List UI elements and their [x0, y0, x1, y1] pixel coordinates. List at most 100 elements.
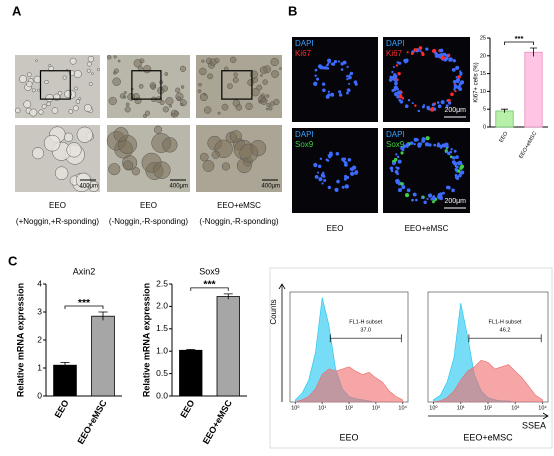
significance-bracket	[504, 41, 534, 45]
y-tick-label: 0	[483, 124, 486, 130]
nucleus	[343, 177, 347, 181]
nucleus	[333, 60, 338, 64]
chart-title: Axin2	[73, 266, 96, 276]
nucleus	[437, 104, 442, 109]
organoid	[199, 67, 207, 76]
organoid	[169, 104, 172, 108]
organoid	[44, 79, 49, 85]
nucleus	[392, 65, 395, 69]
bar	[91, 315, 115, 397]
organoid	[108, 96, 117, 106]
x-tick-label: 10⁰	[429, 404, 438, 411]
nucleus	[460, 164, 465, 169]
nucleus	[426, 197, 429, 201]
nucleus	[440, 55, 446, 60]
zoom-box	[221, 70, 253, 100]
nucleus	[431, 196, 436, 201]
gate-label: FL1-H subset	[489, 320, 522, 326]
nucleus	[443, 143, 448, 148]
chart-title: Sox9	[199, 266, 220, 276]
nucleus	[455, 77, 461, 83]
nucleus	[413, 48, 418, 52]
organoid	[197, 89, 202, 93]
nucleus	[415, 198, 418, 202]
nucleus	[323, 179, 327, 182]
nucleus	[328, 61, 331, 64]
nucleus	[346, 78, 349, 81]
error-bar	[223, 293, 233, 300]
organoid	[279, 67, 282, 70]
organoid	[113, 55, 117, 59]
organoid	[86, 61, 92, 67]
organoid	[112, 77, 121, 86]
organoid	[37, 88, 41, 92]
organoid	[132, 93, 140, 101]
nucleus	[398, 94, 403, 99]
y-axis-label: Ki67+ cells (%)	[474, 62, 480, 102]
stain-label: Ki67	[386, 49, 403, 58]
bar	[53, 364, 77, 397]
organoid	[35, 59, 38, 62]
organoid	[204, 106, 212, 114]
nucleus	[391, 70, 394, 74]
scale-label: 200μm	[444, 198, 466, 205]
gate	[468, 334, 542, 343]
nucleus	[407, 99, 411, 102]
nucleus	[396, 166, 400, 170]
nucleus	[411, 102, 414, 105]
nucleus	[446, 151, 450, 155]
column-label: EEO	[49, 201, 66, 210]
nucleus	[430, 107, 435, 112]
organoid	[207, 73, 214, 80]
significance-bracket	[64, 305, 104, 309]
organoid	[221, 162, 231, 171]
stain-label: DAPI	[295, 39, 314, 48]
nucleus	[459, 73, 463, 76]
nucleus	[407, 189, 410, 193]
nucleus	[348, 75, 352, 80]
nucleus	[392, 161, 396, 166]
nucleus	[316, 77, 320, 81]
nucleus	[423, 200, 427, 205]
nucleus	[439, 48, 444, 53]
nucleus	[451, 68, 456, 72]
nucleus	[453, 88, 456, 91]
gate-value: 37.0	[360, 328, 371, 334]
organoid	[249, 70, 259, 79]
organoid	[245, 102, 253, 111]
nucleus	[437, 143, 441, 147]
organoid	[199, 152, 209, 162]
organoid	[180, 103, 184, 107]
nucleus	[318, 177, 323, 182]
x-tick-label: 10¹	[457, 405, 465, 411]
scale-label: 200μm	[444, 107, 466, 114]
organoid	[131, 167, 140, 176]
organoid	[143, 65, 152, 74]
nucleus	[418, 46, 423, 50]
y-tick-label: 5	[483, 107, 486, 113]
nucleus	[406, 51, 409, 54]
nucleus	[428, 143, 432, 147]
nucleus	[448, 59, 451, 62]
axis-arrow	[278, 283, 286, 402]
organoid	[164, 72, 169, 76]
nucleus	[449, 150, 453, 154]
nucleus	[455, 65, 460, 70]
gate-value: 46.2	[500, 328, 511, 334]
y-tick-label: 2.0	[156, 301, 168, 311]
nucleus	[436, 101, 440, 104]
nucleus	[421, 105, 425, 109]
nucleus	[354, 82, 358, 86]
nucleus	[329, 153, 333, 157]
organoid	[74, 86, 79, 91]
organoid	[162, 106, 169, 113]
nucleus	[457, 75, 461, 79]
x-tick-label: 10²	[345, 405, 353, 411]
organoid	[122, 95, 127, 99]
nucleus	[346, 88, 351, 93]
x-axis-label: SSEA	[522, 420, 546, 430]
column-label: EEO	[327, 224, 344, 233]
x-tick-label: 10⁰	[291, 404, 300, 411]
panel-label: A	[12, 3, 22, 18]
y-tick-label: 20	[480, 53, 486, 59]
